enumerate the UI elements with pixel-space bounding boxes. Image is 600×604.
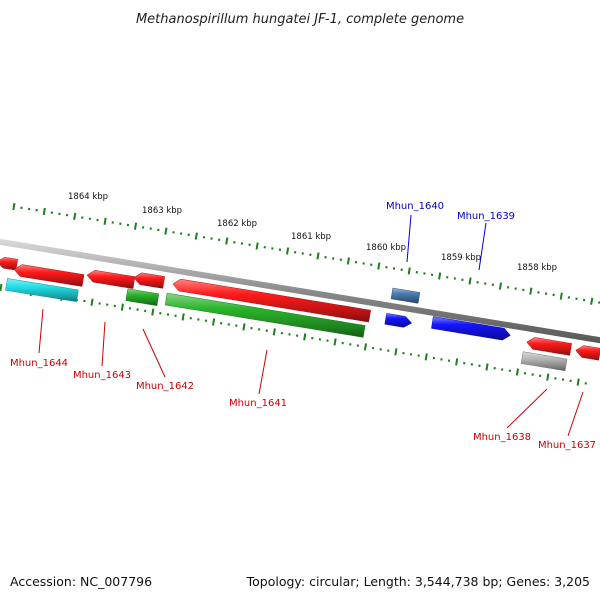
gene-label-leader [143,329,165,377]
reverse-tick [91,299,92,306]
forward-tick [409,268,410,275]
mhun-1642-label[interactable]: Mhun_1642 [136,381,194,392]
gene-label-leader [479,223,486,270]
forward-tick [257,243,258,250]
mhun-1639-label[interactable]: Mhun_1639 [457,211,515,222]
gene-feature-arrow[interactable] [391,288,420,303]
mhun-1638-gene-arrow[interactable] [527,337,572,355]
forward-tick [530,288,531,295]
reverse-tick [122,304,123,311]
kbp-scale-labels: 1864 kbp 1863 kbp 1862 kbp 1861 kbp 1860 kbp… [68,192,557,273]
reverse-tick [547,374,548,381]
reverse-tick [243,323,244,330]
mhun-1640-label[interactable]: Mhun_1640 [386,201,444,212]
gene-label-leader [407,215,411,262]
reverse-tick [395,348,396,355]
reverse-tick [578,379,579,386]
mhun-1644-label[interactable]: Mhun_1644 [10,358,68,369]
reverse-tick [0,284,1,291]
mhun-1637-gene-arrow[interactable] [576,346,600,361]
forward-tick [74,213,75,220]
accession-text: Accession: NC_007796 [10,574,152,589]
forward-tick [135,223,136,230]
forward-tick [500,283,501,290]
reverse-tick [183,314,184,321]
mhun-1643-gene-arrow[interactable] [87,270,135,288]
forward-tick [44,208,45,215]
gene-label-leader [259,350,267,394]
genome-title: Methanospirillum hungatei JF-1, complete… [136,12,464,27]
mhun-1640-gene-arrow[interactable] [385,313,412,327]
forward-tick [469,278,470,285]
gene-features [0,257,600,371]
kbp-label: 1858 kbp [517,263,557,273]
gene-feature-arrow[interactable] [0,257,18,270]
gene-feature-arrow[interactable] [126,289,159,306]
mhun-1642-gene-arrow[interactable] [134,273,165,289]
mhun-1637-label[interactable]: Mhun_1637 [538,440,596,451]
forward-tick [226,238,227,245]
reverse-tick [426,353,427,360]
genome-summary-text: Topology: circular; Length: 3,544,738 bp… [246,574,590,589]
kbp-label: 1860 kbp [366,243,406,253]
gene-label-leader [102,322,105,366]
kbp-label: 1864 kbp [68,192,108,202]
forward-tick [105,218,106,225]
forward-tick [561,293,562,300]
gene-label-leader [507,389,547,428]
reverse-tick [517,369,518,376]
mhun-1643-label[interactable]: Mhun_1643 [73,370,131,381]
reverse-tick [274,328,275,335]
forward-tick [13,203,14,210]
gene-feature-arrow[interactable] [521,352,567,371]
kbp-label: 1862 kbp [217,219,257,229]
mhun-1638-label[interactable]: Mhun_1638 [473,432,531,443]
forward-tick [439,273,440,280]
kbp-label: 1861 kbp [291,232,331,242]
gene-label-leader [568,392,583,436]
reverse-tick [152,309,153,316]
reverse-tick [304,333,305,340]
forward-tick [165,228,166,235]
forward-tick [287,248,288,255]
kbp-label: 1863 kbp [142,206,182,216]
forward-tick [348,257,349,264]
forward-tick [196,233,197,240]
forward-tick [378,263,379,270]
kbp-label: 1859 kbp [441,253,481,263]
mhun-1641-label[interactable]: Mhun_1641 [229,398,287,409]
reverse-tick [213,319,214,326]
forward-tick [317,253,318,260]
reverse-tick [365,343,366,350]
reverse-tick [335,338,336,345]
reverse-tick [486,364,487,371]
gene-label-leader [39,309,43,353]
reverse-tick [456,358,457,365]
forward-tick [591,298,592,305]
